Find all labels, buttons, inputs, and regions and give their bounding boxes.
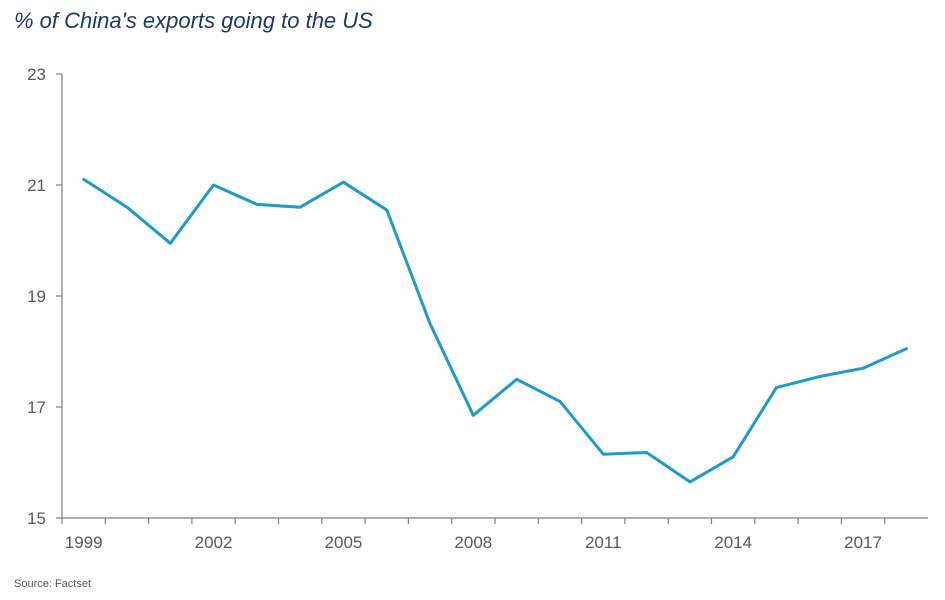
chart-axes	[61, 74, 928, 519]
data-point	[342, 180, 345, 184]
data-point	[645, 451, 648, 454]
data-point	[212, 183, 215, 187]
data-point	[428, 322, 432, 326]
data-point	[688, 480, 692, 484]
x-tick-label: 2014	[714, 533, 752, 552]
data-point	[861, 366, 865, 370]
data-point	[818, 375, 822, 378]
data-point	[471, 413, 475, 417]
y-tick-label: 23	[27, 65, 46, 84]
y-tick-label: 17	[27, 398, 46, 417]
source-note: Source: Factset	[14, 578, 92, 590]
data-point	[298, 205, 302, 209]
x-tick-label: 2008	[454, 533, 492, 552]
data-point	[255, 203, 259, 206]
y-tick-label: 19	[27, 287, 46, 306]
x-tick-label: 2005	[325, 533, 363, 552]
y-tick-label: 21	[27, 176, 46, 195]
data-point	[904, 347, 908, 351]
x-tick-label: 1999	[65, 533, 103, 552]
series-group	[82, 177, 908, 484]
x-tick-label: 2011	[585, 533, 622, 552]
data-point	[125, 205, 129, 209]
series-line	[82, 177, 908, 484]
data-point	[515, 377, 519, 381]
x-tick-label: 2017	[844, 533, 882, 552]
data-point	[168, 241, 172, 245]
x-tick-label: 2002	[195, 533, 233, 552]
data-point	[731, 455, 735, 459]
data-point	[775, 386, 778, 389]
y-tick-label: 15	[27, 509, 46, 528]
data-point	[601, 452, 605, 456]
y-ticks: 15 17 19 21 23	[27, 65, 62, 528]
data-point	[558, 400, 562, 403]
x-ticks: 1999 2002 2005 2008 2011 2014 2017	[61, 518, 886, 552]
data-point	[82, 178, 86, 181]
chart-title: % of China's exports going to the US	[14, 8, 373, 33]
data-point	[385, 208, 389, 212]
